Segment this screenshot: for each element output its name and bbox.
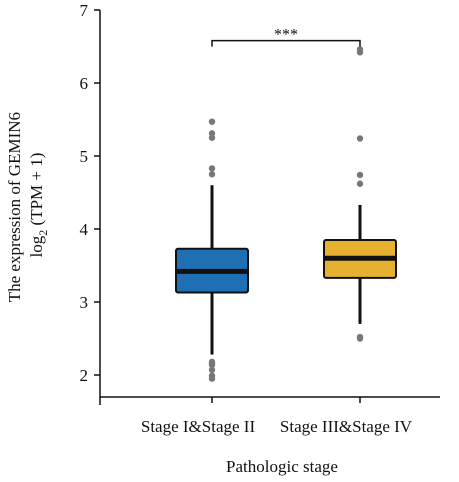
significance-bracket [211,39,361,47]
y-axis-title-log: log [27,235,46,257]
plot-area: 2 3 4 5 6 7 Stage I&Stage II Stage III&Stage IV… [80,1,440,436]
outlier-point [356,180,364,187]
outlier-point [208,358,216,366]
outlier-point [356,135,364,142]
outlier-point [356,171,364,179]
y-tick-label: 2 [80,366,89,385]
y-axis-title-line1: The expression of GEMIN6 [5,112,24,302]
y-tick-label: 5 [80,147,89,166]
outlier-point [208,372,216,379]
y-tick-label: 4 [80,220,89,239]
x-axis-title: Pathologic stage [226,457,338,476]
significance-label: *** [274,27,298,44]
y-axis-title: The expression of GEMIN6 log2 (TPM + 1) [5,108,50,303]
outlier-point [208,130,216,137]
outlier-point [356,46,364,53]
x-tick-label: Stage III&Stage IV [280,417,413,436]
x-tick-label: Stage I&Stage II [141,417,256,436]
y-axis-title-suffix: (TPM + 1) [27,153,46,230]
y-axis-title-line2: log2 (TPM + 1) [27,153,50,258]
outlier-point [356,333,364,341]
outlier-point [208,118,216,125]
outlier-point [208,134,216,141]
y-tick-label: 6 [80,74,89,93]
outlier-point [208,366,216,374]
outlier-point [208,165,216,172]
y-tick-label: 7 [80,1,89,20]
y-axis-title-subscript: 2 [36,230,50,236]
y-tick-label: 3 [80,293,89,312]
outlier-point [208,171,216,178]
